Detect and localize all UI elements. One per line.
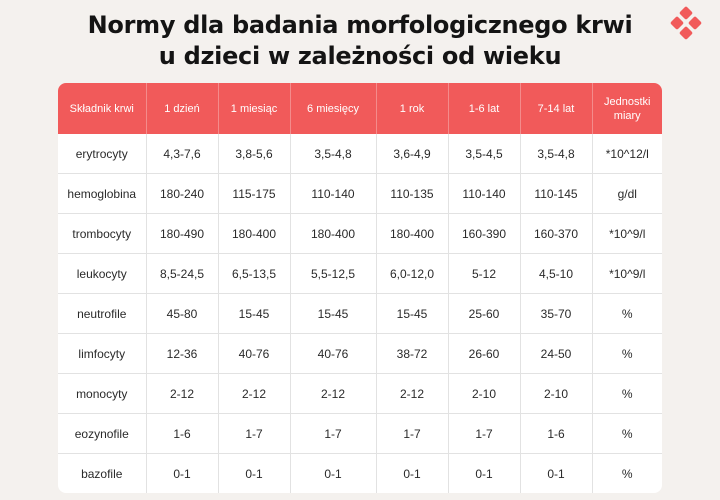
blood-norms-table: Składnik krwi 1 dzień 1 miesiąc 6 miesię… bbox=[58, 83, 662, 493]
page-title: Normy dla badania morfologicznego krwi u… bbox=[0, 10, 720, 72]
header-cell-1-month: 1 miesiąc bbox=[217, 83, 290, 134]
table-cell: 1-7 bbox=[375, 413, 448, 454]
table-cell: 3,6-4,9 bbox=[375, 134, 448, 174]
unit-cell: *10^9/l bbox=[591, 213, 662, 254]
row-label-cell: eozynofile bbox=[58, 413, 146, 454]
table-cell: 5-12 bbox=[447, 253, 520, 294]
header-cell-units: Jednostki miary bbox=[591, 83, 662, 134]
table-cell: 5,5-12,5 bbox=[289, 253, 376, 294]
table-cell: 6,0-12,0 bbox=[375, 253, 448, 294]
table-cell: 0-1 bbox=[217, 453, 290, 493]
table-cell: 4,3-7,6 bbox=[145, 134, 218, 174]
unit-cell: % bbox=[591, 413, 662, 454]
title-line-1: Normy dla badania morfologicznego krwi bbox=[87, 11, 633, 39]
header-cell-6-months: 6 miesięcy bbox=[289, 83, 376, 134]
table-cell: 35-70 bbox=[519, 293, 592, 334]
table-cell: 24-50 bbox=[519, 333, 592, 374]
row-label-cell: bazofile bbox=[58, 453, 146, 493]
table-cell: 1-6 bbox=[145, 413, 218, 454]
unit-cell: % bbox=[591, 453, 662, 493]
table-cell: 1-7 bbox=[289, 413, 376, 454]
table-cell: 180-400 bbox=[289, 213, 376, 254]
row-label-cell: limfocyty bbox=[58, 333, 146, 374]
table-cell: 0-1 bbox=[375, 453, 448, 493]
table-header: Składnik krwi 1 dzień 1 miesiąc 6 miesię… bbox=[58, 83, 662, 134]
table-row: bazofile 0-1 0-1 0-1 0-1 0-1 0-1 % bbox=[58, 453, 662, 493]
table-cell: 15-45 bbox=[375, 293, 448, 334]
table-cell: 3,5-4,8 bbox=[519, 134, 592, 174]
table-row: neutrofile 45-80 15-45 15-45 15-45 25-60… bbox=[58, 293, 662, 334]
unit-cell: *10^12/l bbox=[591, 134, 662, 174]
table-cell: 180-490 bbox=[145, 213, 218, 254]
row-label-cell: neutrofile bbox=[58, 293, 146, 334]
table-cell: 4,5-10 bbox=[519, 253, 592, 294]
table-cell: 115-175 bbox=[217, 173, 290, 214]
unit-cell: % bbox=[591, 293, 662, 334]
table-row: trombocyty 180-490 180-400 180-400 180-4… bbox=[58, 213, 662, 254]
table-cell: 2-10 bbox=[519, 373, 592, 414]
unit-cell: g/dl bbox=[591, 173, 662, 214]
header-row: Składnik krwi 1 dzień 1 miesiąc 6 miesię… bbox=[58, 83, 662, 134]
table-cell: 15-45 bbox=[289, 293, 376, 334]
table-row: monocyty 2-12 2-12 2-12 2-12 2-10 2-10 % bbox=[58, 373, 662, 414]
table-row: hemoglobina 180-240 115-175 110-140 110-… bbox=[58, 173, 662, 214]
table-row: erytrocyty 4,3-7,6 3,8-5,6 3,5-4,8 3,6-4… bbox=[58, 134, 662, 174]
header-cell-component: Składnik krwi bbox=[58, 83, 146, 134]
table-cell: 38-72 bbox=[375, 333, 448, 374]
unit-cell: *10^9/l bbox=[591, 253, 662, 294]
table-cell: 2-12 bbox=[217, 373, 290, 414]
table-cell: 1-6 bbox=[519, 413, 592, 454]
table-cell: 6,5-13,5 bbox=[217, 253, 290, 294]
four-diamonds-logo-icon bbox=[668, 6, 706, 44]
row-label-cell: monocyty bbox=[58, 373, 146, 414]
table-cell: 1-7 bbox=[217, 413, 290, 454]
table-cell: 26-60 bbox=[447, 333, 520, 374]
table-cell: 40-76 bbox=[289, 333, 376, 374]
table-cell: 2-12 bbox=[289, 373, 376, 414]
table-cell: 40-76 bbox=[217, 333, 290, 374]
table-cell: 0-1 bbox=[289, 453, 376, 493]
header-cell-1-year: 1 rok bbox=[375, 83, 448, 134]
unit-cell: % bbox=[591, 373, 662, 414]
table-cell: 110-140 bbox=[289, 173, 376, 214]
table-cell: 3,8-5,6 bbox=[217, 134, 290, 174]
table-cell: 2-10 bbox=[447, 373, 520, 414]
table-row: eozynofile 1-6 1-7 1-7 1-7 1-7 1-6 % bbox=[58, 413, 662, 454]
table-cell: 2-12 bbox=[145, 373, 218, 414]
table-cell: 15-45 bbox=[217, 293, 290, 334]
blood-norms-table-card: Składnik krwi 1 dzień 1 miesiąc 6 miesię… bbox=[58, 83, 662, 493]
table-cell: 45-80 bbox=[145, 293, 218, 334]
unit-cell: % bbox=[591, 333, 662, 374]
row-label-cell: hemoglobina bbox=[58, 173, 146, 214]
table-cell: 25-60 bbox=[447, 293, 520, 334]
row-label-cell: leukocyty bbox=[58, 253, 146, 294]
table-cell: 110-140 bbox=[447, 173, 520, 214]
title-line-2: u dzieci w zależności od wieku bbox=[158, 42, 562, 70]
table-cell: 0-1 bbox=[519, 453, 592, 493]
table-cell: 1-7 bbox=[447, 413, 520, 454]
table-cell: 110-135 bbox=[375, 173, 448, 214]
table-cell: 8,5-24,5 bbox=[145, 253, 218, 294]
row-label-cell: trombocyty bbox=[58, 213, 146, 254]
table-row: leukocyty 8,5-24,5 6,5-13,5 5,5-12,5 6,0… bbox=[58, 253, 662, 294]
table-cell: 110-145 bbox=[519, 173, 592, 214]
table-cell: 180-400 bbox=[217, 213, 290, 254]
row-label-cell: erytrocyty bbox=[75, 146, 128, 161]
table-cell: 0-1 bbox=[447, 453, 520, 493]
header-cell-7-14-years: 7-14 lat bbox=[519, 83, 592, 134]
table-row: limfocyty 12-36 40-76 40-76 38-72 26-60 … bbox=[58, 333, 662, 374]
table-cell: 2-12 bbox=[375, 373, 448, 414]
table-cell: 12-36 bbox=[145, 333, 218, 374]
header-cell-1-day: 1 dzień bbox=[145, 83, 218, 134]
table-body: erytrocyty 4,3-7,6 3,8-5,6 3,5-4,8 3,6-4… bbox=[58, 134, 662, 493]
table-cell: 160-370 bbox=[519, 213, 592, 254]
table-cell: 180-400 bbox=[375, 213, 448, 254]
table-cell: 160-390 bbox=[447, 213, 520, 254]
header-cell-1-6-years: 1-6 lat bbox=[447, 83, 520, 134]
table-cell: 3,5-4,8 bbox=[289, 134, 376, 174]
table-cell: 180-240 bbox=[145, 173, 218, 214]
table-cell: 3,5-4,5 bbox=[447, 134, 520, 174]
table-cell: 0-1 bbox=[145, 453, 218, 493]
